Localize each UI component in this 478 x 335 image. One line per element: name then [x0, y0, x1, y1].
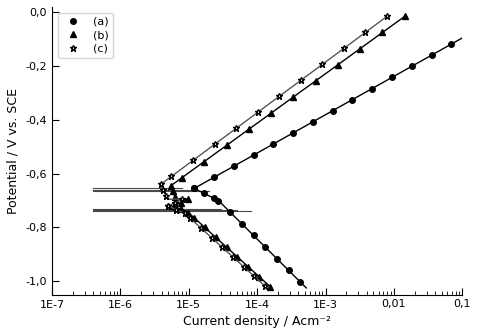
(c): [319, 62, 325, 66]
(a): [330, 109, 336, 113]
(a): [448, 42, 454, 46]
(b): [224, 143, 229, 147]
(a): [429, 53, 435, 57]
(b): [357, 47, 363, 51]
(b): [313, 79, 318, 83]
(c): [363, 30, 369, 35]
(a): [369, 86, 375, 90]
(b): [291, 95, 296, 99]
(c): [233, 126, 239, 130]
(c): [173, 201, 178, 205]
(c): [276, 94, 282, 98]
Legend: (a), (b), (c): (a), (b), (c): [57, 12, 113, 58]
(b): [335, 63, 341, 67]
(c): [165, 204, 171, 208]
(c): [298, 78, 304, 82]
(c): [212, 142, 217, 146]
(b): [172, 195, 178, 199]
(a): [290, 131, 296, 135]
(c): [161, 188, 166, 192]
(b): [380, 30, 385, 35]
(b): [178, 201, 184, 205]
(b): [185, 197, 191, 201]
(c): [255, 110, 261, 114]
(a): [349, 97, 355, 102]
(a): [191, 186, 197, 190]
(b): [201, 159, 207, 163]
(c): [190, 158, 196, 162]
X-axis label: Current density / Acm⁻²: Current density / Acm⁻²: [183, 315, 331, 328]
(a): [231, 164, 237, 168]
(c): [158, 182, 163, 186]
(a): [389, 75, 395, 79]
(c): [163, 194, 169, 198]
(a): [409, 64, 414, 68]
(a): [211, 175, 217, 179]
(b): [246, 127, 251, 131]
(b): [179, 176, 185, 180]
(a): [250, 153, 256, 157]
(c): [169, 175, 174, 179]
(b): [170, 189, 176, 193]
Line: (c): (c): [157, 13, 391, 209]
(b): [168, 184, 174, 188]
(c): [384, 14, 390, 18]
(a): [310, 120, 315, 124]
Y-axis label: Potential / V vs. SCE: Potential / V vs. SCE: [7, 88, 20, 214]
(b): [402, 14, 408, 18]
(b): [171, 204, 176, 208]
(c): [341, 46, 347, 50]
Line: (a): (a): [191, 19, 478, 191]
(a): [468, 31, 474, 35]
Line: (b): (b): [168, 14, 407, 209]
(a): [271, 142, 276, 146]
(b): [268, 111, 274, 115]
(c): [180, 197, 185, 201]
